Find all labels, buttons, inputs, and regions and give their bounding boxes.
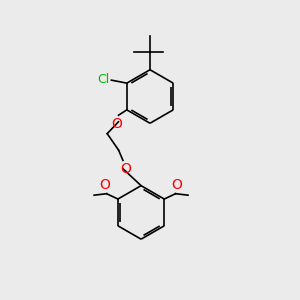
Text: O: O (120, 162, 131, 176)
Text: O: O (100, 178, 111, 192)
Text: Cl: Cl (98, 73, 110, 86)
Text: O: O (112, 117, 122, 131)
Text: O: O (172, 178, 182, 192)
